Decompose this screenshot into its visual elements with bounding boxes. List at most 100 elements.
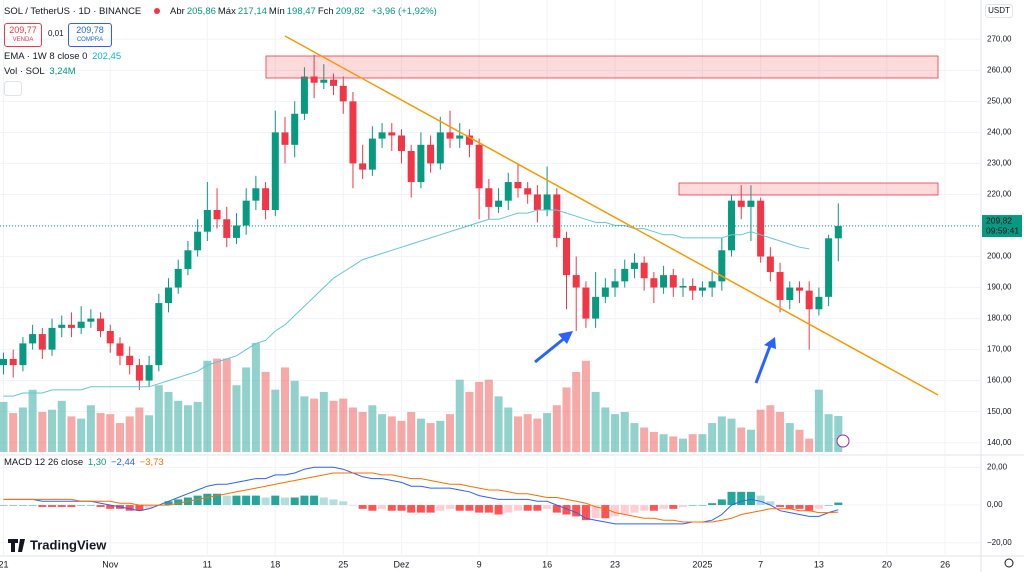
countdown-label: 09:59:41 [986, 225, 1019, 235]
volume-bar [688, 434, 697, 452]
candle-body [106, 330, 114, 344]
macd-histogram-bar [601, 505, 610, 519]
volume-bar [649, 431, 658, 452]
macd-histogram-bar [436, 505, 445, 511]
macd-histogram-bar [339, 501, 348, 506]
resistance-zone[interactable] [678, 182, 939, 196]
volume-bar [310, 398, 319, 452]
candle-body [262, 188, 270, 210]
candle-body [77, 321, 85, 328]
volume-bar [174, 400, 183, 452]
volume-bar [251, 342, 260, 452]
volume-bar [678, 438, 687, 452]
candle-body [271, 132, 279, 210]
volume-bar [552, 405, 561, 452]
currency-button[interactable]: USDT [985, 4, 1013, 18]
trend-line[interactable] [284, 35, 939, 396]
volume-bar [86, 405, 95, 452]
candle-body [825, 238, 833, 297]
macd-histogram-bar [145, 505, 154, 509]
macd-histogram-bar [562, 505, 571, 515]
candle-body [29, 334, 37, 344]
x-tick-label: 26 [940, 559, 950, 569]
candle-body [679, 285, 687, 288]
volume-bar [601, 407, 610, 452]
price-axis-panel [981, 0, 1024, 572]
arrow[interactable] [534, 335, 567, 364]
candle-body [698, 287, 706, 291]
volume-bar [193, 401, 202, 452]
macd-histogram-bar [378, 505, 387, 509]
volume-bar [77, 418, 86, 452]
macd-histogram-bar [446, 505, 455, 509]
volume-bar [48, 409, 57, 452]
candle-body [640, 262, 648, 279]
volume-bar [38, 411, 47, 452]
spread: 0,01 [48, 29, 64, 38]
volume-bar [620, 411, 629, 452]
x-tick-label: 7 [758, 559, 763, 569]
macd-histogram-bar [581, 505, 590, 521]
volume-bar [776, 411, 785, 452]
candle-body [514, 182, 522, 189]
candle-body [660, 275, 668, 288]
candle-body [543, 194, 551, 210]
settings-icon[interactable] [1004, 558, 1014, 568]
macd-histogram-bar [824, 505, 833, 506]
candle-body [757, 200, 765, 257]
candle-body [58, 324, 66, 328]
candle-body [87, 318, 95, 322]
macd-histogram-bar [0, 505, 8, 506]
volume-bar [727, 418, 736, 452]
volume-bar [717, 416, 726, 452]
candle-body [349, 101, 357, 164]
macd-histogram-bar [310, 495, 319, 506]
event-icon[interactable] [836, 434, 850, 448]
candle-body [786, 287, 794, 300]
macd-histogram-bar [776, 505, 785, 507]
candle-body [320, 79, 328, 83]
ohlc-value: 198,47 [286, 6, 316, 17]
macd-histogram-bar [193, 495, 202, 506]
candle-body [465, 135, 473, 145]
candle-body [252, 188, 260, 201]
collapse-button[interactable] [4, 81, 22, 96]
ema-legend: EMA · 1W 8 close 0 202,45 [4, 51, 123, 62]
volume-bar [115, 423, 124, 452]
macd-histogram-bar [708, 503, 717, 506]
x-tick-label: Dez [393, 559, 410, 569]
x-tick-label: 9 [477, 559, 482, 569]
volume-bar [368, 405, 377, 452]
y-tick-label: 20,00 [987, 462, 1008, 471]
sell-button[interactable]: 209,77 VENDA [4, 23, 42, 47]
last-price-label: 209,82 [986, 215, 1012, 225]
resistance-zone[interactable] [265, 55, 939, 79]
arrow[interactable] [754, 345, 772, 384]
macd-legend: MACD 12 26 close 1,30 −2,44 −3,73 [4, 457, 166, 468]
macd-histogram-bar [9, 505, 18, 506]
volume-bar [9, 413, 18, 452]
y-tick-label: 190,00 [987, 283, 1012, 292]
volume-bar [290, 380, 299, 452]
arrow-head [558, 331, 573, 344]
candle-body [446, 132, 454, 139]
candle-body [553, 194, 561, 238]
volume-legend: Vol · SOL 3,24M [4, 66, 78, 77]
candle-body [669, 275, 677, 288]
candle-body [776, 272, 784, 300]
candle-body [310, 76, 318, 83]
brand-logo [8, 539, 25, 552]
macd-histogram-bar [28, 505, 37, 506]
buy-button[interactable]: 209,78 COMPRA [68, 23, 112, 47]
arrow-head [764, 337, 776, 349]
candle-body [126, 355, 134, 366]
macd-histogram-bar [203, 493, 212, 506]
macd-histogram-bar [242, 495, 251, 506]
macd-histogram-bar [213, 493, 222, 506]
volume-bar [203, 360, 212, 452]
ohlc-value: 209,82 [335, 6, 365, 17]
volume-bar [814, 389, 823, 452]
volume-bar [669, 436, 678, 452]
macd-histogram-bar [348, 505, 357, 506]
macd-histogram-bar [756, 495, 765, 506]
